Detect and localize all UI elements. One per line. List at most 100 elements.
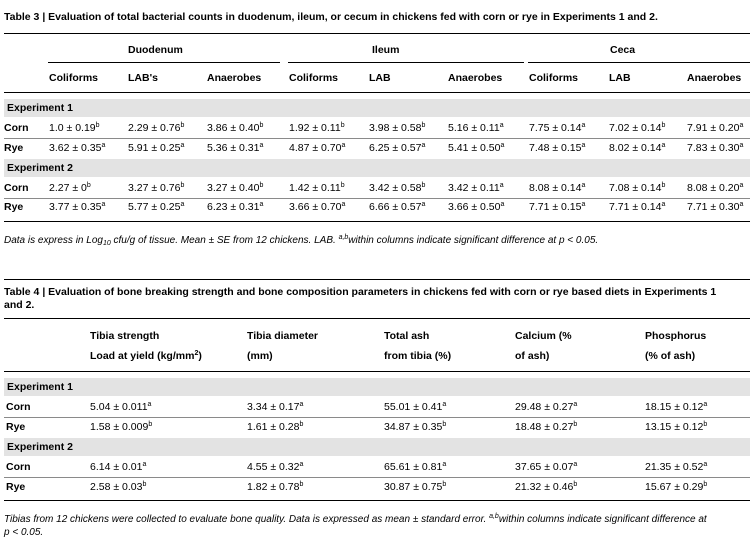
table-4-title-line-1: Table 4 | Evaluation of bone breaking st…	[4, 286, 717, 298]
cell-superscript: a	[500, 201, 505, 208]
column-header: Total ash	[384, 330, 430, 342]
table-cell: 8.08 ± 0.20a	[687, 182, 743, 195]
cell-value: 7.71 ± 0.14	[609, 201, 662, 213]
row-label: Rye	[6, 421, 26, 433]
cell-superscript: a	[180, 142, 185, 149]
table-cell: 1.42 ± 0.11b	[289, 182, 345, 195]
cell-value: 4.55 ± 0.32	[247, 461, 300, 473]
cell-value: 7.91 ± 0.20	[687, 122, 740, 134]
cell-value: 2.58 ± 0.03	[90, 481, 143, 493]
cell-superscript: b	[573, 421, 578, 428]
cell-value: 2.29 ± 0.76	[128, 122, 181, 134]
table-cell: 4.87 ± 0.70a	[289, 142, 345, 155]
cell-superscript: b	[299, 481, 304, 488]
row-divider	[4, 198, 750, 199]
column-header: LAB	[609, 72, 631, 84]
table-4-top-rule	[4, 318, 750, 319]
footnote-text: within columns indicate significant diff…	[348, 235, 599, 246]
table-cell: 65.61 ± 0.81a	[384, 461, 446, 474]
cell-value: 18.48 ± 0.27	[515, 421, 574, 433]
cell-value: 7.71 ± 0.30	[687, 201, 740, 213]
cell-superscript: a	[147, 401, 152, 408]
section-label: Experiment 2	[7, 162, 73, 174]
table-cell: 30.87 ± 0.75b	[384, 481, 446, 494]
row-label: Corn	[6, 461, 31, 473]
table-cell: 3.77 ± 0.35a	[49, 201, 105, 214]
cell-superscript: b	[421, 182, 426, 189]
table-4-footnote-line-1: Tibias from 12 chickens were collected t…	[4, 513, 707, 526]
table-cell: 5.16 ± 0.11a	[448, 122, 504, 135]
column-header: Coliforms	[49, 72, 99, 84]
cell-superscript: a	[703, 401, 708, 408]
cell-value: 5.36 ± 0.31	[207, 142, 260, 154]
column-header: Tibia strength	[90, 330, 159, 343]
cell-value: 15.67 ± 0.29	[645, 481, 704, 493]
table-cell: 3.34 ± 0.17a	[247, 401, 303, 414]
table-cell: 7.48 ± 0.15a	[529, 142, 585, 155]
cell-value: 5.16 ± 0.11	[448, 122, 500, 134]
column-header: from tibia (%)	[384, 350, 452, 362]
section-label: Experiment 2	[7, 441, 73, 453]
cell-value: 7.02 ± 0.14	[609, 122, 662, 134]
table-cell: 7.75 ± 0.14a	[529, 122, 585, 135]
cell-value: 3.66 ± 0.70	[289, 201, 342, 213]
table-cell: 6.66 ± 0.57a	[369, 201, 425, 214]
table-cell: 3.98 ± 0.58b	[369, 122, 425, 135]
cell-value: 18.15 ± 0.12	[645, 401, 704, 413]
table-cell: 3.27 ± 0.40b	[207, 182, 263, 195]
column-header: (mm)	[247, 350, 273, 362]
cell-value: 7.83 ± 0.30	[687, 142, 740, 154]
table-cell: 3.27 ± 0.76b	[128, 182, 184, 195]
table-4: Table 4 | Evaluation of bone breaking st…	[4, 270, 750, 544]
cell-superscript: b	[661, 122, 666, 129]
cell-superscript: a	[581, 122, 586, 129]
cell-superscript: a	[581, 201, 586, 208]
cell-superscript: a	[499, 182, 504, 189]
table-3-top-rule	[4, 33, 750, 34]
cell-value: 6.23 ± 0.31	[207, 201, 260, 213]
table-cell: 2.58 ± 0.03b	[90, 481, 146, 494]
cell-superscript: b	[86, 182, 91, 189]
section-band-experiment-2	[4, 159, 750, 177]
cell-value: 1.42 ± 0.11	[289, 182, 341, 194]
row-label: Rye	[4, 142, 24, 154]
section-label: Experiment 1	[7, 102, 73, 114]
cell-superscript: a	[581, 182, 586, 189]
cell-value: 6.25 ± 0.57	[369, 142, 422, 154]
cell-value: 3.77 ± 0.35	[49, 201, 102, 213]
table-cell: 1.82 ± 0.78b	[247, 481, 303, 494]
table-cell: 3.66 ± 0.70a	[289, 201, 345, 214]
table-3-bottom-rule	[4, 221, 750, 222]
cell-value: 21.32 ± 0.46	[515, 481, 574, 493]
column-header: Anaerobes	[207, 72, 262, 84]
cell-value: 7.75 ± 0.14	[529, 122, 582, 134]
cell-superscript: a	[259, 201, 264, 208]
column-header: Tibia diameter	[247, 330, 318, 342]
section-band-experiment-1	[4, 378, 750, 396]
cell-value: 7.71 ± 0.15	[529, 201, 582, 213]
cell-superscript: a	[180, 201, 185, 208]
cell-value: 3.86 ± 0.40	[207, 122, 260, 134]
cell-superscript: a	[661, 201, 666, 208]
cell-superscript: a	[573, 461, 578, 468]
cell-superscript: a	[661, 142, 666, 149]
cell-superscript: b	[661, 182, 666, 189]
cell-superscript: b	[340, 122, 345, 129]
table-4-title-line-2: and 2.	[4, 299, 35, 311]
column-header: Phosphorus	[645, 330, 707, 342]
cell-value: 3.66 ± 0.50	[448, 201, 501, 213]
cell-superscript: b	[259, 182, 264, 189]
cell-value: 3.98 ± 0.58	[369, 122, 422, 134]
table-cell: 7.02 ± 0.14b	[609, 122, 665, 135]
column-header: Coliforms	[289, 72, 339, 84]
table-4-header-rule	[4, 371, 750, 372]
section-band-experiment-2	[4, 438, 750, 456]
table-4-bottom-rule	[4, 500, 750, 501]
column-header-superscript: 2	[194, 350, 199, 357]
table-cell: 3.42 ± 0.58b	[369, 182, 425, 195]
table-cell: 3.66 ± 0.50a	[448, 201, 504, 214]
cell-value: 5.91 ± 0.25	[128, 142, 181, 154]
cell-superscript: b	[259, 122, 264, 129]
cell-superscript: b	[442, 421, 447, 428]
cell-superscript: a	[299, 461, 304, 468]
